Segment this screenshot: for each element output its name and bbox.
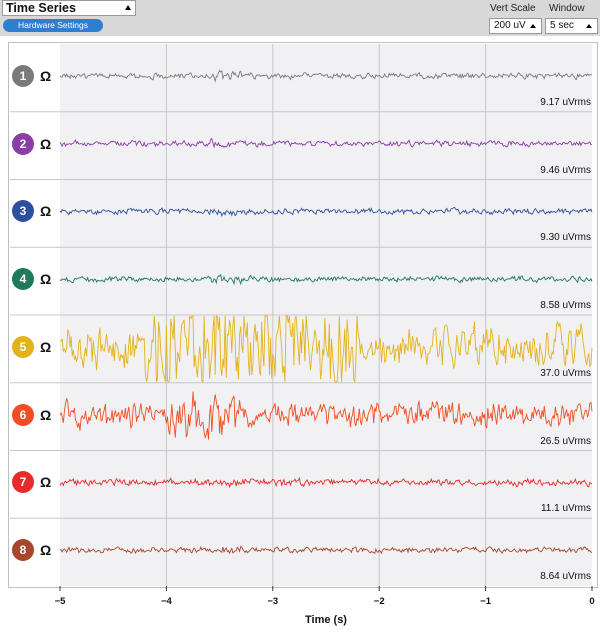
toolbar: Time Series Hardware Settings Vert Scale… <box>0 0 600 36</box>
ohm-icon[interactable]: Ω <box>40 338 52 355</box>
vert-scale-value: 200 uV <box>494 20 526 31</box>
vert-scale-label: Vert Scale <box>490 3 536 14</box>
channel-4-trace <box>59 273 593 286</box>
channel-4-rms-label: 8.58 uVrms <box>540 300 591 311</box>
caret-up-icon <box>530 24 536 28</box>
x-tick-label: −5 <box>54 596 66 607</box>
channel-8-rms-label: 8.64 uVrms <box>540 571 591 582</box>
ohm-icon[interactable]: Ω <box>40 542 52 559</box>
ohm-icon[interactable]: Ω <box>40 406 52 423</box>
channel-2-toggle-button[interactable]: 2 <box>12 132 34 155</box>
ohm-icon[interactable]: Ω <box>40 135 52 152</box>
x-tick-label: 0 <box>589 596 595 607</box>
hardware-settings-button[interactable]: Hardware Settings <box>3 19 103 32</box>
x-tick-label: −1 <box>480 596 492 607</box>
channel-3-rms-label: 9.30 uVrms <box>540 232 591 244</box>
channel-3-toggle-button[interactable]: 3 <box>12 200 34 223</box>
channel-6-trace <box>59 391 593 440</box>
channel-1-toggle-button[interactable]: 1 <box>12 64 34 87</box>
x-tick-label: −3 <box>267 596 279 607</box>
channel-2-trace <box>59 137 593 149</box>
x-tick-label: −2 <box>373 596 385 607</box>
window-label: Window <box>549 3 585 14</box>
channel-5-rms-label: 37.0 uVrms <box>540 367 591 379</box>
channel-8-trace <box>59 545 593 555</box>
x-axis-label: Time (s) <box>305 614 347 626</box>
channel-7-trace <box>59 476 593 489</box>
channel-1-trace <box>59 69 593 83</box>
vert-scale-dropdown[interactable]: 200 uV <box>489 18 542 34</box>
channel-7-toggle-button[interactable]: 7 <box>12 471 34 494</box>
ohm-icon[interactable]: Ω <box>40 203 52 220</box>
channel-6-rms-label: 26.5 uVrms <box>540 435 591 447</box>
window-dropdown[interactable]: 5 sec <box>545 18 598 34</box>
caret-up-icon <box>125 5 131 10</box>
channel-2-rms-label: 9.46 uVrms <box>540 164 591 176</box>
channel-5-toggle-button[interactable]: 5 <box>12 335 34 358</box>
caret-up-icon <box>586 24 592 28</box>
window-value: 5 sec <box>550 20 574 31</box>
channel-3-trace <box>59 206 593 217</box>
x-tick-label: −4 <box>160 596 172 607</box>
mode-select-label: Time Series <box>6 1 76 15</box>
ohm-icon[interactable]: Ω <box>40 271 52 288</box>
channel-6-toggle-button[interactable]: 6 <box>12 403 34 426</box>
channel-7-rms-label: 11.1 uVrms <box>540 503 591 515</box>
channel-4-toggle-button[interactable]: 4 <box>12 268 34 291</box>
mode-select[interactable]: Time Series <box>2 0 136 16</box>
channel-5-trace <box>59 315 593 384</box>
channel-8-toggle-button[interactable]: 8 <box>12 539 34 562</box>
ohm-icon[interactable]: Ω <box>40 67 52 84</box>
ohm-icon[interactable]: Ω <box>40 474 52 491</box>
channel-1-rms-label: 9.17 uVrms <box>540 96 591 108</box>
